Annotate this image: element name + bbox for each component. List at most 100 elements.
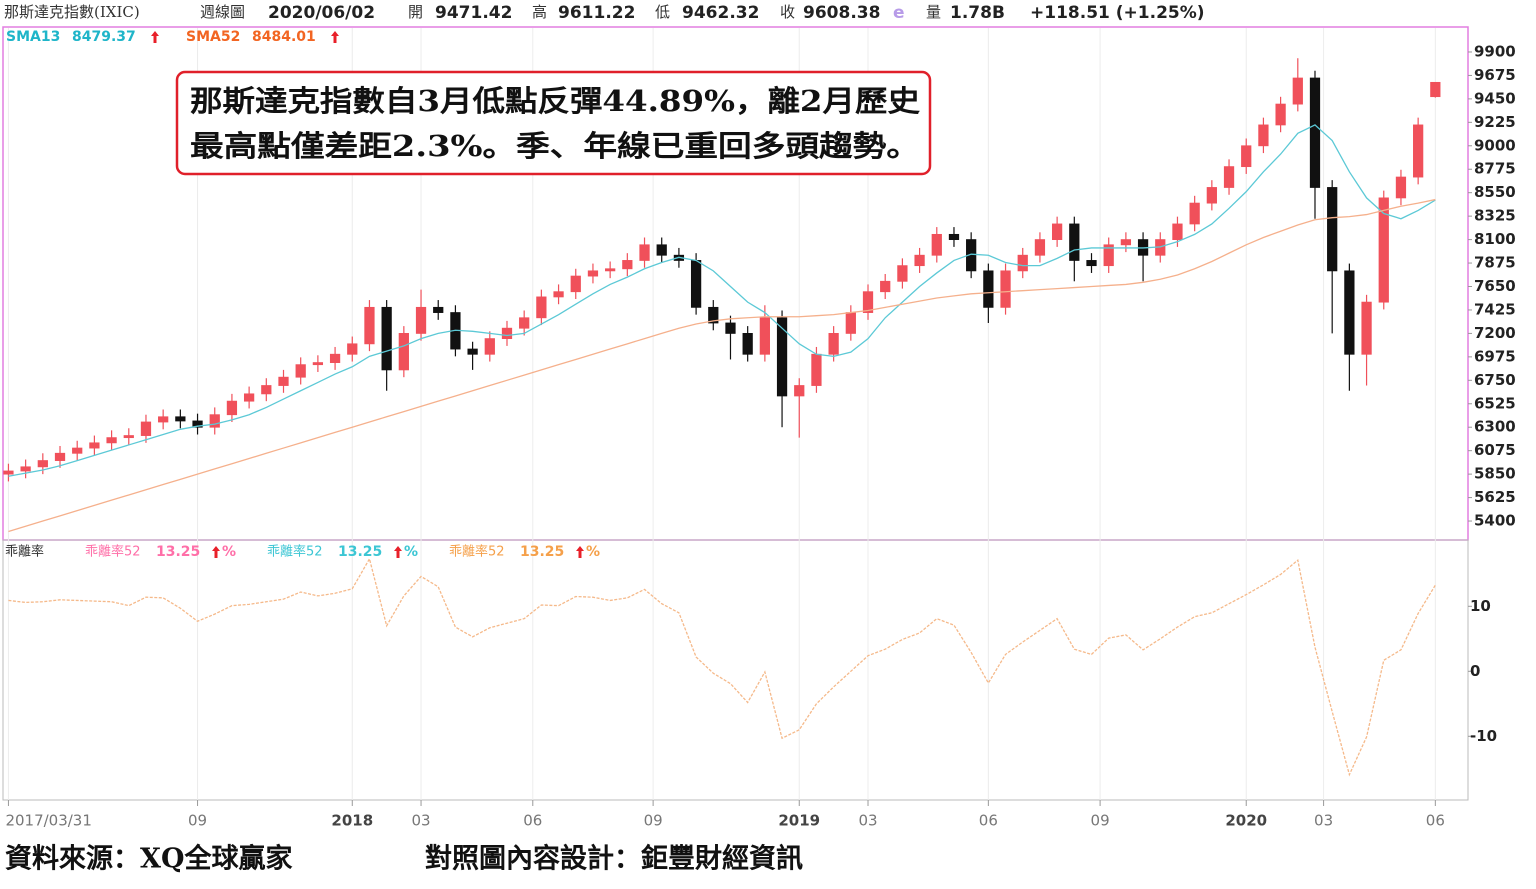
legend-value: 13.25 xyxy=(156,544,200,560)
y-tick-label: 8550 xyxy=(1474,183,1516,201)
legend-value: 13.25 xyxy=(520,544,564,560)
deviation-pane xyxy=(2,539,1469,801)
candle-body xyxy=(1051,223,1063,240)
up-arrow xyxy=(331,31,339,43)
x-tick-label: 2019 xyxy=(778,812,820,830)
x-tick-label: 09 xyxy=(1091,812,1110,830)
candle-body xyxy=(794,385,805,397)
y-tick-label: 6975 xyxy=(1474,347,1516,365)
candle-body xyxy=(1309,77,1321,188)
candle-body xyxy=(811,353,822,386)
candle-body xyxy=(725,322,736,334)
legend-name: SMA13 xyxy=(6,29,60,45)
y-tick-label: 6075 xyxy=(1474,441,1516,459)
footer-source: 資料來源：XQ全球贏家 xyxy=(5,843,292,875)
change-value: +118.51 (+1.25%) xyxy=(1030,3,1205,23)
volume-label: 量 xyxy=(926,3,941,21)
candle-body xyxy=(467,348,478,355)
y-tick-label: 10 xyxy=(1470,597,1491,615)
low-label: 低 xyxy=(655,3,670,21)
candle-body xyxy=(1430,81,1441,98)
y-tick-label: 5400 xyxy=(1474,512,1516,530)
candle-body xyxy=(1172,223,1183,240)
y-tick-label: 5850 xyxy=(1474,465,1516,483)
candle-body xyxy=(1292,77,1303,105)
y-tick-label: 7425 xyxy=(1474,300,1516,318)
x-tick-label: 09 xyxy=(644,812,663,830)
candle-body xyxy=(1103,244,1114,267)
y-tick-label: 8775 xyxy=(1474,160,1516,178)
candle-body xyxy=(1223,166,1235,188)
candle-body xyxy=(312,362,324,366)
y-tick-label: 9225 xyxy=(1474,113,1516,131)
candle-body xyxy=(1327,187,1338,272)
up-arrow xyxy=(151,31,159,43)
candle-body xyxy=(897,265,908,282)
x-tick-label: 06 xyxy=(979,812,998,830)
candle-body xyxy=(347,343,358,355)
y-tick-label: 6525 xyxy=(1474,394,1516,412)
period: 週線圖 xyxy=(200,3,245,21)
y-tick-label: 6750 xyxy=(1474,371,1516,389)
y-tick-label: 7200 xyxy=(1474,324,1516,342)
open-value: 9471.42 xyxy=(435,3,512,23)
candle-body xyxy=(828,333,839,355)
candle-body xyxy=(37,460,48,468)
estimate-mark: e xyxy=(893,3,905,23)
candle-body xyxy=(398,333,409,371)
pane-title: 乖離率 xyxy=(5,544,44,560)
candle-body xyxy=(20,466,31,472)
up-arrow xyxy=(576,546,584,558)
y-tick-label: 7875 xyxy=(1474,254,1516,272)
x-tick-label: 03 xyxy=(1314,812,1333,830)
close-label: 收 xyxy=(780,3,795,21)
legend-name: 乖離率52 xyxy=(449,544,505,560)
candle-body xyxy=(54,452,66,461)
candle-body xyxy=(931,233,942,256)
candle-body xyxy=(243,393,255,402)
candle-body xyxy=(605,268,616,272)
candle-body xyxy=(639,244,650,261)
up-arrow xyxy=(394,546,402,558)
candle-body xyxy=(1000,270,1011,308)
candle-body xyxy=(519,317,530,329)
annotation-text: 那斯達克指數自3月低點反彈44.89%，離2月歷史 xyxy=(190,84,920,118)
candle-body xyxy=(123,435,134,439)
candle-body xyxy=(587,270,599,277)
candle-body xyxy=(1395,176,1407,199)
deviation-line xyxy=(8,557,1436,777)
date: 2020/06/02 xyxy=(268,3,375,23)
volume-value: 1.78B xyxy=(950,3,1005,23)
candle-body xyxy=(570,275,581,293)
candle-body xyxy=(72,447,83,454)
x-tick-label: 03 xyxy=(858,812,877,830)
legend-unit: % xyxy=(404,544,418,560)
y-tick-label: 5625 xyxy=(1474,488,1516,506)
x-tick-label: 06 xyxy=(523,812,542,830)
candle-body xyxy=(708,306,719,324)
y-tick-label: 9675 xyxy=(1474,66,1516,84)
candle-body xyxy=(381,306,392,371)
candle-body xyxy=(1413,124,1424,178)
candle-body xyxy=(484,338,495,355)
candle-body xyxy=(553,291,564,298)
candle-body xyxy=(845,312,856,334)
candle-body xyxy=(158,416,169,423)
candle-body xyxy=(536,296,547,319)
legend-name: 乖離率52 xyxy=(85,544,141,560)
candle-body xyxy=(1275,103,1286,126)
candle-body xyxy=(742,333,753,355)
annotation-text: 最高點僅差距2.3%。季、年線已重回多頭趨勢。 xyxy=(190,129,920,163)
candle-body xyxy=(140,421,152,436)
legend-value: 8484.01 xyxy=(252,29,316,45)
y-tick-label: 8100 xyxy=(1474,230,1516,248)
candle-body xyxy=(914,254,925,267)
legend-value: 8479.37 xyxy=(72,29,136,45)
candle-body xyxy=(862,291,874,313)
candle-body xyxy=(1258,124,1269,147)
candle-body xyxy=(776,317,788,397)
candle-body xyxy=(1344,270,1355,355)
candle-body xyxy=(1378,197,1389,303)
candle-body xyxy=(209,414,220,428)
